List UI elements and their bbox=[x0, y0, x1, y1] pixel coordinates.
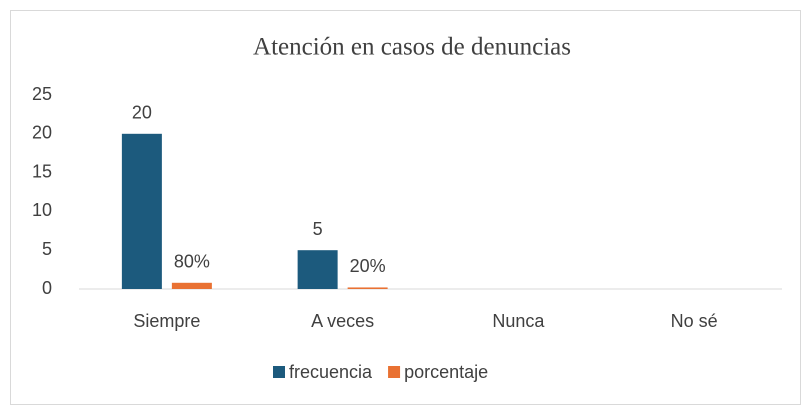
y-tick-label: 5 bbox=[42, 239, 52, 259]
y-tick-label: 0 bbox=[42, 278, 52, 298]
x-tick-label: Nunca bbox=[492, 311, 545, 331]
data-label: 80% bbox=[174, 252, 210, 272]
legend-swatch bbox=[388, 366, 401, 378]
data-label: 5 bbox=[313, 219, 323, 239]
bar bbox=[171, 282, 212, 289]
data-label: 20 bbox=[132, 103, 152, 123]
chart-title: Atención en casos de denuncias bbox=[253, 34, 571, 61]
x-tick-label: A veces bbox=[311, 311, 374, 331]
x-tick-label: Siempre bbox=[133, 311, 200, 331]
bar bbox=[347, 287, 388, 289]
bar bbox=[297, 250, 338, 289]
legend-label: frecuencia bbox=[289, 362, 373, 382]
bar bbox=[121, 133, 162, 289]
y-tick-label: 20 bbox=[32, 123, 52, 143]
y-tick-label: 15 bbox=[32, 161, 52, 181]
legend-label: porcentaje bbox=[404, 362, 488, 382]
legend-swatch bbox=[273, 366, 285, 378]
x-tick-label: No sé bbox=[671, 311, 718, 331]
y-tick-label: 10 bbox=[32, 200, 52, 220]
y-tick-label: 25 bbox=[32, 84, 52, 104]
data-label: 20% bbox=[350, 256, 386, 276]
